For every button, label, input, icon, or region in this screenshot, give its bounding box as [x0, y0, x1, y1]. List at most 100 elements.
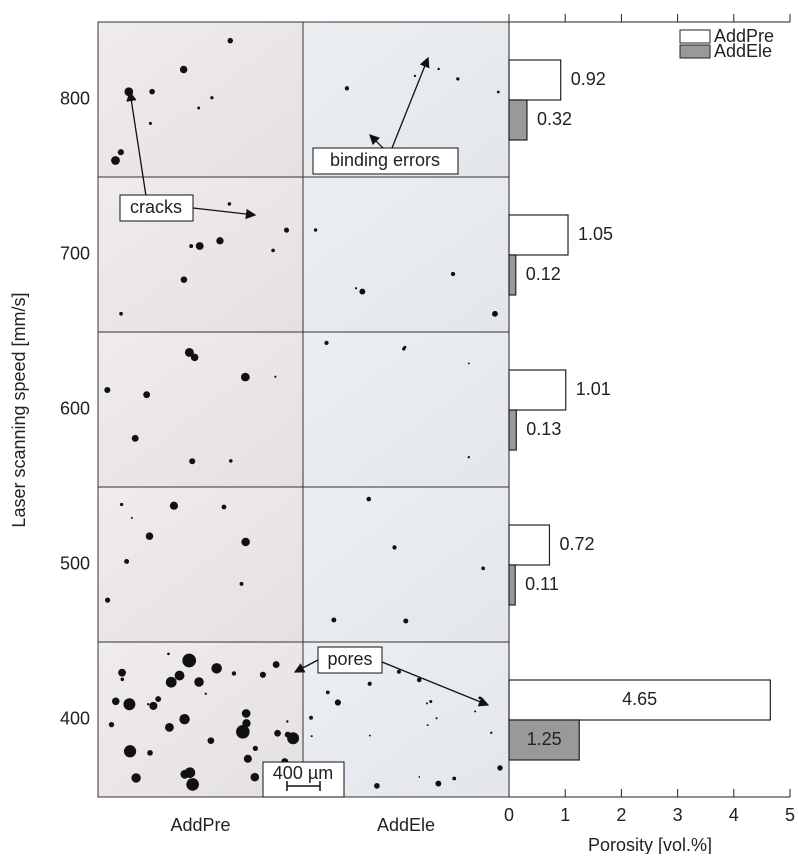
micrographs [97, 21, 510, 798]
pore [366, 496, 372, 502]
pore [120, 677, 125, 682]
pore [189, 458, 196, 465]
pore [169, 501, 179, 510]
legend-swatch [679, 29, 711, 44]
value-label: 0.32 [537, 109, 572, 129]
bar [508, 679, 771, 721]
legend-swatch [679, 44, 711, 59]
pore [210, 96, 214, 100]
pore [396, 669, 401, 674]
x-tick-label: 2 [616, 805, 626, 825]
pore [354, 287, 358, 290]
y-tick-label: 700 [60, 243, 90, 263]
bar [508, 214, 569, 256]
pore [145, 532, 154, 540]
annotation: pores [327, 649, 372, 669]
pore [403, 618, 409, 624]
pore [344, 86, 350, 91]
pore [194, 677, 204, 687]
bar [508, 59, 562, 101]
y-tick-label: 800 [60, 88, 90, 108]
bar [508, 524, 551, 566]
pore [108, 721, 115, 728]
pore [120, 502, 124, 507]
pore [167, 652, 170, 656]
pore [450, 271, 456, 277]
pore [413, 74, 417, 78]
pore [147, 750, 153, 756]
annotation-box [312, 147, 459, 175]
pore [324, 340, 329, 346]
value-label: 1.05 [578, 224, 613, 244]
pore [478, 696, 482, 700]
x-tick-label: 3 [673, 805, 683, 825]
value-label: 0.13 [526, 419, 561, 439]
pore [124, 87, 134, 97]
pore [309, 715, 313, 720]
pore [490, 731, 493, 734]
pore [149, 88, 155, 95]
pore [252, 745, 259, 752]
pore [182, 653, 197, 668]
pore [131, 434, 139, 442]
pore [426, 724, 429, 727]
annotation-box [317, 646, 383, 674]
scale-bar [286, 781, 321, 791]
pore [367, 681, 372, 686]
pore [310, 735, 313, 738]
pore [259, 671, 266, 678]
pore [474, 710, 477, 713]
pore [241, 709, 251, 718]
pore [368, 734, 371, 737]
pore [186, 778, 199, 791]
pore [184, 347, 194, 357]
pore [272, 661, 280, 669]
value-label: 4.65 [622, 689, 657, 709]
pore [374, 783, 380, 789]
pore [250, 772, 260, 782]
pore [243, 754, 252, 763]
x-tick-label: 1 [560, 805, 570, 825]
bar [508, 254, 517, 296]
pore [227, 202, 232, 206]
bar [508, 564, 516, 606]
pore [130, 516, 133, 519]
pore [197, 106, 201, 110]
pore [271, 248, 275, 253]
pore [131, 773, 141, 783]
pore [211, 663, 222, 674]
legend-label: AddEle [714, 41, 772, 61]
value-label: 0.92 [571, 69, 606, 89]
pore [467, 456, 471, 459]
pore [437, 67, 440, 71]
x-tick-label: 4 [729, 805, 739, 825]
pore [435, 717, 438, 720]
x-tick-label: 5 [785, 805, 795, 825]
pore [231, 671, 237, 676]
y-tick-label: 500 [60, 553, 90, 573]
pore [241, 537, 250, 547]
pore [334, 699, 341, 706]
value-label: 0.11 [525, 574, 559, 594]
pore [180, 769, 190, 779]
pore [118, 668, 126, 677]
bar [508, 409, 517, 451]
pore [325, 690, 330, 695]
bar [508, 369, 567, 411]
pore [204, 692, 207, 695]
pore [402, 347, 406, 351]
pore [207, 737, 215, 745]
value-label: 0.12 [526, 264, 561, 284]
pore [155, 696, 162, 702]
scale-label: 400 µm [273, 763, 333, 783]
pore [274, 729, 281, 737]
pore [283, 227, 290, 233]
pore [123, 698, 136, 711]
column-label: AddPre [170, 815, 230, 835]
annotations [126, 56, 490, 707]
pore [189, 244, 194, 248]
pore [416, 677, 422, 683]
pore [111, 697, 120, 706]
pore [179, 713, 190, 725]
pore [392, 545, 397, 550]
